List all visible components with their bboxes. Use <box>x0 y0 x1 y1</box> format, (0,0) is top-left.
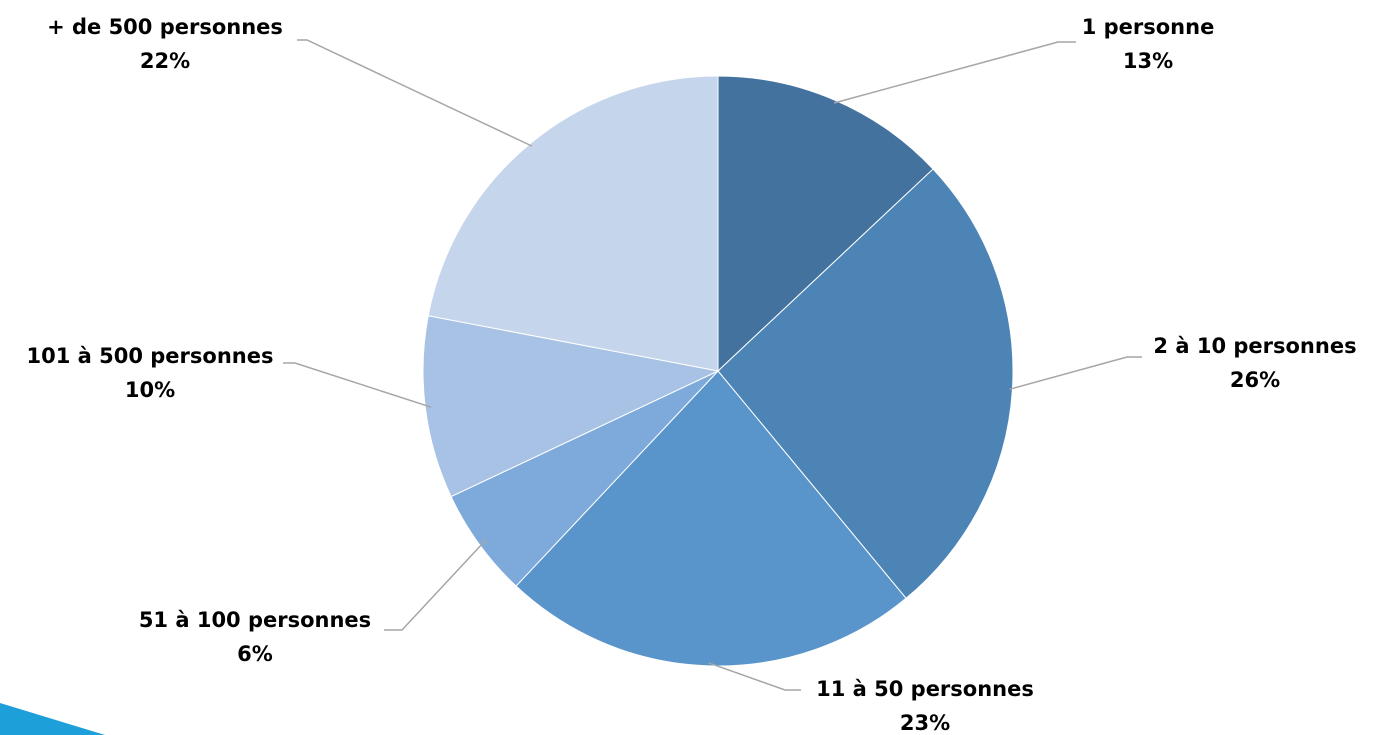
pie-slice-11-a-50-personnes <box>515 370 907 667</box>
slice-label-101-a-500-personnes: 101 à 500 personnes <box>27 344 274 368</box>
leader-line-2-a-10-personnes <box>1009 356 1142 391</box>
slice-value-51-a-100-personnes: 6% <box>237 642 273 666</box>
pie-slices <box>422 75 1014 667</box>
data-labels: 1 personne 13% 2 à 10 personnes 26% 11 à 50 … <box>27 15 1357 735</box>
slice-label-51-a-100-personnes: 51 à 100 personnes <box>139 608 371 632</box>
slice-label-11-a-50-personnes: 11 à 50 personnes <box>816 677 1034 701</box>
slice-label-1-personne: 1 personne <box>1082 15 1215 39</box>
leader-line-51-a-100-personnes <box>384 538 488 631</box>
leader-line-de-500-personnes <box>297 39 533 147</box>
slice-value-de-500-personnes: 22% <box>140 49 190 73</box>
leader-line-1-personne <box>833 41 1076 104</box>
slice-value-11-a-50-personnes: 23% <box>900 711 950 735</box>
leader-line-101-a-500-personnes <box>283 362 432 408</box>
pie-slice-101-a-500-personnes <box>422 315 720 498</box>
leader-line-11-a-50-personnes <box>708 662 801 691</box>
slice-value-1-personne: 13% <box>1123 49 1173 73</box>
slice-value-2-a-10-personnes: 26% <box>1230 368 1280 392</box>
pie-slice-2-a-10-personnes <box>717 168 1014 600</box>
slice-value-101-a-500-personnes: 10% <box>125 378 175 402</box>
pie-slice-1-personne <box>717 75 934 373</box>
slice-label-2-a-10-personnes: 2 à 10 personnes <box>1153 334 1356 358</box>
pie-slice-de-500-personnes <box>427 75 719 372</box>
leader-lines <box>283 39 1142 691</box>
slice-label-de-500-personnes: + de 500 personnes <box>47 15 283 39</box>
corner-accent-shape <box>0 703 105 735</box>
